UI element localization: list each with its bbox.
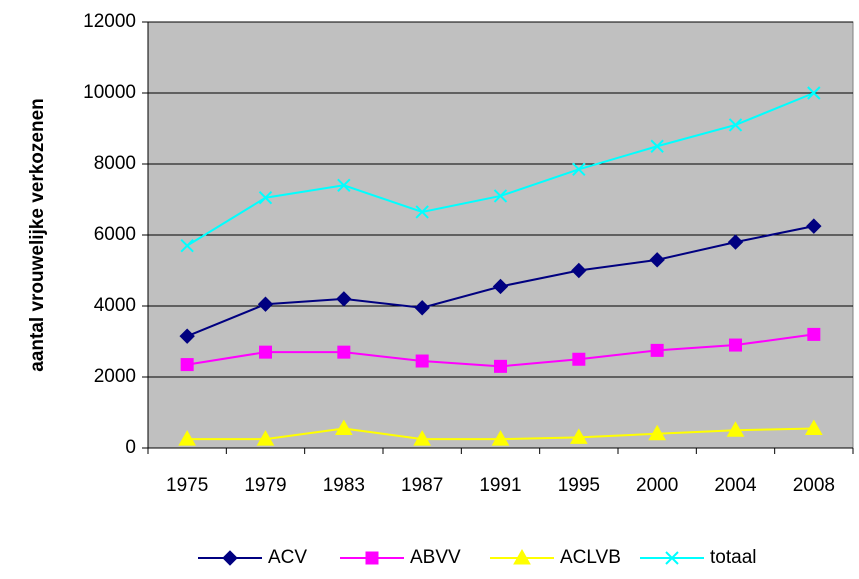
data-point (569, 428, 588, 444)
legend-marker (365, 551, 379, 565)
x-tick-label: 1987 (401, 475, 443, 496)
legend-label: ACV (268, 547, 307, 568)
y-tick-label: 0 (125, 437, 136, 458)
data-point (415, 354, 429, 368)
legend-marker (222, 550, 238, 566)
legend-label: totaal (710, 547, 756, 568)
data-point (256, 430, 275, 446)
data-point (415, 205, 429, 219)
legend-label: ABVV (410, 547, 461, 568)
data-point (258, 191, 273, 205)
x-tick-label: 2008 (793, 475, 835, 496)
data-point (807, 327, 821, 341)
x-tick-label: 2000 (636, 475, 678, 496)
data-point (257, 296, 274, 312)
legend-marker (665, 551, 679, 565)
data-point (494, 359, 507, 373)
data-point (806, 218, 822, 234)
data-point (178, 430, 197, 446)
data-point (650, 343, 664, 357)
data-point (334, 419, 353, 435)
data-point (491, 430, 510, 446)
data-point (180, 238, 194, 253)
data-point (807, 86, 821, 100)
y-tick-label: 6000 (94, 224, 136, 245)
data-point (648, 424, 667, 441)
data-point (726, 421, 745, 437)
data-point (572, 352, 586, 366)
data-point (727, 234, 744, 250)
data-point (804, 419, 823, 435)
data-point (336, 291, 352, 307)
legend-label: ACLVB (560, 547, 621, 568)
x-tick-label: 1991 (479, 475, 521, 496)
data-point (259, 345, 272, 359)
x-tick-label: 2004 (714, 475, 757, 496)
x-tick-label: 1979 (244, 475, 286, 496)
y-tick-label: 8000 (94, 153, 136, 174)
y-axis-title: aantal vrouwelijke verkozenen (27, 98, 48, 372)
y-tick-label: 10000 (83, 82, 136, 103)
x-tick-label: 1983 (323, 475, 365, 496)
y-tick-label: 2000 (94, 366, 136, 387)
data-point (649, 252, 665, 268)
data-point (492, 278, 509, 295)
data-point (414, 300, 430, 316)
data-point (337, 345, 351, 359)
data-point (337, 178, 351, 193)
legend-marker (513, 548, 531, 565)
y-tick-label: 12000 (83, 11, 136, 32)
data-point (572, 162, 586, 177)
data-point (413, 430, 432, 446)
data-point (729, 338, 742, 352)
x-tick-label: 1975 (166, 475, 208, 496)
data-point (493, 189, 508, 203)
x-tick-label: 1995 (558, 475, 600, 496)
data-point (650, 139, 664, 153)
data-point (180, 358, 194, 372)
data-point (179, 328, 195, 344)
data-point (571, 262, 587, 279)
data-point (728, 118, 743, 132)
y-tick-label: 4000 (94, 295, 136, 316)
